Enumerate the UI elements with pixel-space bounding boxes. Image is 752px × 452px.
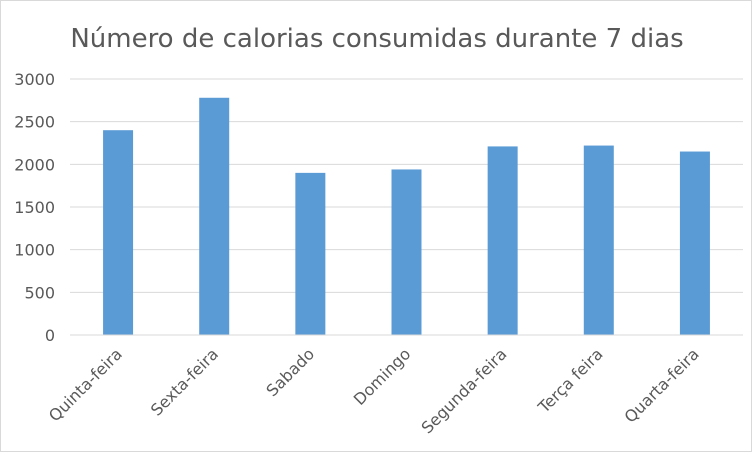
x-category-label: Quinta-feira xyxy=(45,344,126,425)
y-tick-label: 500 xyxy=(24,283,55,302)
x-category-label: Sexta-feira xyxy=(147,344,222,419)
y-tick-label: 0 xyxy=(45,326,55,345)
x-category-label: Terça feira xyxy=(534,344,607,417)
x-category-label: Sabado xyxy=(262,344,318,400)
y-tick-label: 1000 xyxy=(14,241,55,260)
x-axis-categories: Quinta-feira Sexta-feira Sabado Domingo Segu… xyxy=(45,344,703,437)
x-category-label: Quarta-feira xyxy=(621,344,703,426)
bar-sexta-feira xyxy=(199,97,230,335)
bars xyxy=(103,97,710,335)
y-tick-label: 2500 xyxy=(14,113,55,132)
y-tick-label: 2000 xyxy=(14,155,55,174)
y-tick-label: 3000 xyxy=(14,70,55,89)
x-category-label: Domingo xyxy=(350,344,415,409)
chart-title: Número de calorias consumidas durante 7 … xyxy=(70,24,683,54)
bar-quarta-feira xyxy=(679,151,710,335)
bar-domingo xyxy=(391,169,422,335)
bar-quinta-feira xyxy=(103,130,134,335)
bar-sabado xyxy=(295,172,326,335)
bar-segunda-feira xyxy=(487,146,518,335)
x-category-label: Segunda-feira xyxy=(417,344,510,437)
y-tick-label: 1500 xyxy=(14,198,55,217)
bar-ter-a-feira xyxy=(583,145,614,335)
y-axis-ticks: 0 500 1000 1500 2000 2500 3000 xyxy=(14,70,55,345)
